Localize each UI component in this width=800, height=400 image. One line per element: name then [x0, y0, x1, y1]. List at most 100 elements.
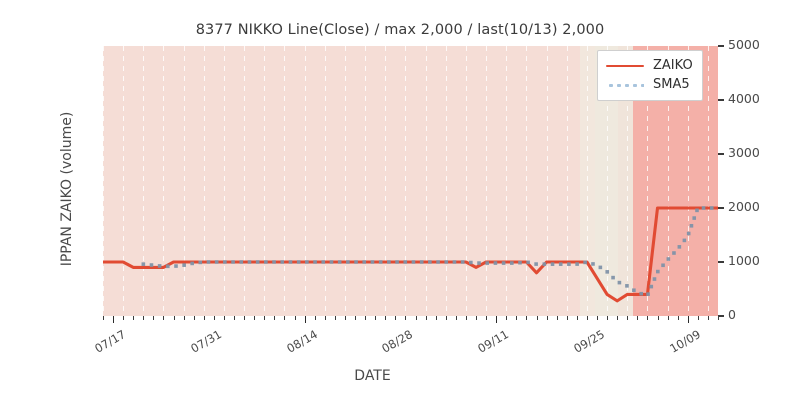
y-tick-mark [718, 207, 724, 209]
y-tick-label: 3000 [728, 144, 760, 160]
y-tick-label: 0 [728, 306, 736, 322]
y-tick-mark [718, 45, 724, 47]
x-tick-minor [566, 316, 568, 320]
x-tick-minor [143, 316, 145, 320]
x-tick-minor [133, 316, 135, 320]
x-tick-minor [244, 316, 246, 320]
x-tick-minor [183, 316, 185, 320]
x-tick-minor [223, 316, 225, 320]
x-tick-minor [486, 316, 488, 320]
x-tick-minor [314, 316, 316, 320]
x-tick-minor [425, 316, 427, 320]
x-tick-minor [667, 316, 669, 320]
x-tick-minor [365, 316, 367, 320]
x-tick-minor [355, 316, 357, 320]
x-tick-minor [103, 316, 104, 320]
background-band [595, 46, 619, 316]
x-tick-minor [274, 316, 276, 320]
x-tick-minor [344, 316, 346, 320]
x-tick-minor [627, 316, 629, 320]
x-tick-minor [385, 316, 387, 320]
x-tick-minor [284, 316, 286, 320]
x-tick-minor [597, 316, 599, 320]
y-tick-label: 5000 [728, 36, 760, 52]
x-tick-minor [476, 316, 478, 320]
x-tick-minor [617, 316, 619, 320]
x-tick-minor [697, 316, 699, 320]
x-tick-major [496, 316, 498, 323]
x-tick-minor [395, 316, 397, 320]
x-tick-minor [123, 316, 125, 320]
x-tick-minor [546, 316, 548, 320]
x-tick-label: 08/14 [283, 327, 320, 356]
x-tick-label: 09/11 [475, 327, 512, 356]
legend-item-sma5: SMA5 [606, 75, 693, 94]
series-sma5 [141, 206, 714, 296]
legend-label-zaiko: ZAIKO [653, 58, 693, 73]
x-tick-minor [193, 316, 195, 320]
series-layer [103, 206, 718, 303]
x-tick-minor [415, 316, 417, 320]
x-tick-minor [264, 316, 266, 320]
x-tick-minor [203, 316, 205, 320]
x-tick-minor [455, 316, 457, 320]
background-band [618, 46, 634, 316]
x-tick-minor [506, 316, 508, 320]
legend-swatch-solid-line-icon [606, 60, 644, 72]
legend-item-zaiko: ZAIKO [606, 56, 693, 75]
x-tick-minor [234, 316, 236, 320]
x-tick-label: 07/17 [92, 327, 129, 356]
x-tick-major [304, 316, 306, 323]
y-axis-label: IPPAN ZAIKO (volume) [59, 111, 75, 267]
x-tick-minor [334, 316, 336, 320]
x-tick-minor [405, 316, 407, 320]
legend-label-sma5: SMA5 [653, 77, 690, 92]
x-tick-minor [375, 316, 377, 320]
y-tick-mark [718, 315, 724, 317]
x-tick-minor [435, 316, 437, 320]
x-tick-minor [657, 316, 659, 320]
y-tick-mark [718, 261, 724, 263]
x-tick-minor [707, 316, 709, 320]
y-axis-right: 0 1000 2000 3000 4000 5000 [718, 38, 798, 320]
x-tick-major [687, 316, 689, 323]
x-tick-minor [677, 316, 679, 320]
y-tick-mark [718, 153, 724, 155]
legend-swatch-dotted-line-icon [606, 79, 644, 91]
x-tick-major [113, 316, 115, 323]
x-tick-minor [647, 316, 649, 320]
x-tick-minor [526, 316, 528, 320]
x-tick-minor [516, 316, 518, 320]
y-tick-label: 1000 [728, 252, 760, 268]
x-tick-minor [536, 316, 538, 320]
x-tick-label: 07/31 [188, 327, 224, 356]
x-tick-minor [637, 316, 639, 320]
x-tick-minor [294, 316, 296, 320]
y-tick-mark [718, 99, 724, 101]
x-tick-minor [718, 316, 719, 320]
x-tick-minor [556, 316, 558, 320]
x-tick-minor [576, 316, 578, 320]
x-tick-label: 08/28 [379, 327, 416, 356]
x-axis-label: DATE [354, 368, 391, 384]
x-tick-minor [324, 316, 326, 320]
x-axis-ticks [103, 316, 719, 323]
chart-title: 8377 NIKKO Line(Close) / max 2,000 / las… [195, 22, 605, 38]
series-zaiko [103, 206, 718, 303]
y-tick-label: 4000 [728, 90, 760, 106]
x-tick-minor [586, 316, 588, 320]
x-tick-minor [173, 316, 175, 320]
x-tick-minor [607, 316, 609, 320]
x-tick-minor [213, 316, 215, 320]
x-tick-label: 09/25 [571, 327, 607, 356]
x-tick-minor [153, 316, 155, 320]
background-band [103, 46, 580, 316]
x-tick-minor [163, 316, 165, 320]
x-tick-minor [445, 316, 447, 320]
y-tick-label: 2000 [728, 198, 760, 214]
x-tick-minor [254, 316, 256, 320]
chart-legend: ZAIKO SMA5 [597, 50, 703, 101]
x-tick-minor [465, 316, 467, 320]
x-tick-label: 10/09 [667, 327, 703, 356]
